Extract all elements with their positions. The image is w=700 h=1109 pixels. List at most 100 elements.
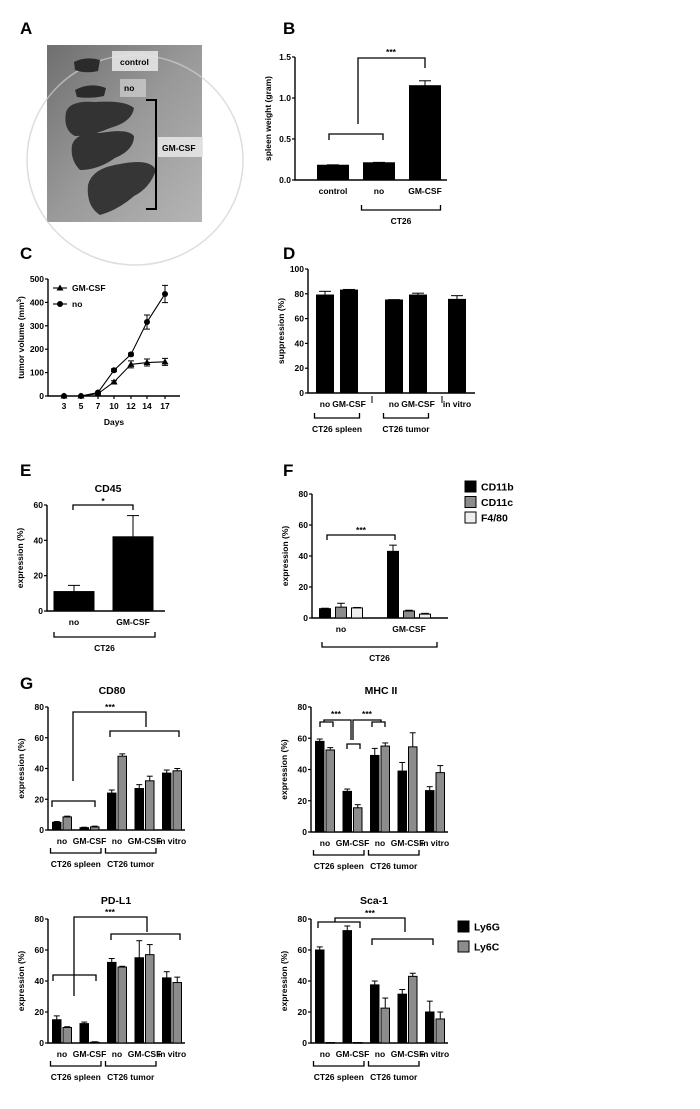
group-label: CT26 tumor [107,1072,155,1082]
y-tick-label: 20 [34,571,44,581]
panel-letter: D [283,244,295,263]
chart-title: MHC II [365,685,398,697]
series-cd11b [319,544,399,619]
y-axis-label: expression (%) [279,951,289,1012]
x-tick-label: in vitro [421,1049,449,1059]
series-values [316,288,466,394]
bar [79,827,89,831]
y-tick-label: 20 [298,1007,308,1017]
y-tick-label: 60 [34,500,44,510]
axis-lines [47,279,180,397]
x-tick-label: GM-CSF [401,399,435,409]
data-point [143,359,151,366]
bar [370,984,380,1044]
bar [385,299,403,394]
significance-bracket [51,800,96,807]
series-ly6g [315,925,435,1044]
series-f4-80 [351,606,431,619]
y-tick-label: 80 [298,914,308,924]
bar [117,966,127,1044]
y-axis-label: expression (%) [15,528,25,589]
bar [90,1041,100,1044]
chart-panel-g2: 0 20 40 60 80 expression (%) MHC II no GM-CSF no G… [279,685,449,871]
bar [425,790,435,833]
legend-swatch [457,920,470,933]
x-tick-label: 10 [109,401,119,411]
photo-label-gmcsf: GM-CSF [162,143,196,153]
significance-bracket [72,504,134,510]
data-point [162,290,168,297]
legend-swatch [464,496,477,508]
bar [435,1018,445,1044]
y-tick-label: 100 [30,368,44,378]
x-tick-label: GM-CSF [73,1049,107,1059]
significance-stars: *** [356,525,367,535]
panel-letter: C [20,244,32,263]
bar [112,536,154,612]
x-tick-label: GM-CSF [128,1049,162,1059]
x-tick-label: GM-CSF [391,1049,425,1059]
x-tick-label: 3 [62,401,67,411]
bar [145,780,155,831]
y-axis-label: suppression (%) [276,298,286,364]
panel-letter: E [20,461,31,480]
panel-letter: G [20,674,33,693]
y-tick-label: 0 [302,1038,307,1048]
significance-bracket [371,721,386,727]
bar [409,85,441,181]
group-bracket [104,1061,157,1067]
x-tick-label: GM-CSF [392,624,426,634]
x-tick-label: 14 [142,401,152,411]
significance-bracket [323,719,352,740]
y-tick-label: 40 [295,338,305,348]
group-bracket [49,1061,102,1067]
significance-bracket [52,974,97,981]
significance-bracket [110,933,181,940]
y-tick-label: 0 [38,606,43,616]
series-ly6c [325,732,445,833]
chart-panel-c: 0 100 200 300 400 500 tumor volume (mm3) C 3 5 7 10… [16,244,180,427]
y-tick-label: 1.5 [279,52,291,62]
x-tick-label: no [320,1049,330,1059]
series-no [61,284,168,399]
y-tick-label: 400 [30,297,44,307]
bar [342,930,352,1044]
x-tick-label: control [319,186,348,196]
x-tick-label: GM-CSF [336,1049,370,1059]
series-cd11c [335,602,415,619]
group-bracket [382,413,430,419]
y-tick-label: 40 [35,764,45,774]
x-tick-label: GM-CSF [391,838,425,848]
bar [319,608,331,619]
x-tick-label: no [112,1049,122,1059]
x-tick-label: no [375,838,385,848]
bar [408,975,418,1044]
y-tick-label: 0 [39,1038,44,1048]
series-ly6g [52,769,172,831]
y-tick-label: 40 [298,765,308,775]
legend-label: CD11b [481,482,514,494]
x-tick-label: 5 [79,401,84,411]
x-tick-label: in vitro [421,838,449,848]
bar [62,816,72,831]
significance-bracket [357,57,426,124]
bar [134,787,144,831]
y-tick-label: 20 [298,796,308,806]
group-label: CT26 spleen [314,1072,364,1082]
group-label: CT26 tumor [370,861,418,871]
y-tick-label: 200 [30,344,44,354]
series-values [53,515,154,612]
bar [353,1042,363,1044]
group-bracket [360,205,442,211]
group-label: CT26 spleen [51,1072,101,1082]
y-tick-label: 300 [30,321,44,331]
y-axis-label: spleen weight (gram) [263,76,273,161]
y-tick-label: 100 [290,264,304,274]
bar [425,1011,435,1044]
panel-letter-a: A [20,19,32,38]
chart-panel-b: 0.0 0.5 1.0 1.5 spleen weight (gram) Bcontrol… [263,19,447,226]
bar [408,746,418,833]
chart-panel-g1: 0 20 40 60 80 expression (%) G CD80 no GM-CSF no GM… [16,674,186,869]
bar [448,298,466,394]
legend-label: Ly6C [474,942,500,954]
